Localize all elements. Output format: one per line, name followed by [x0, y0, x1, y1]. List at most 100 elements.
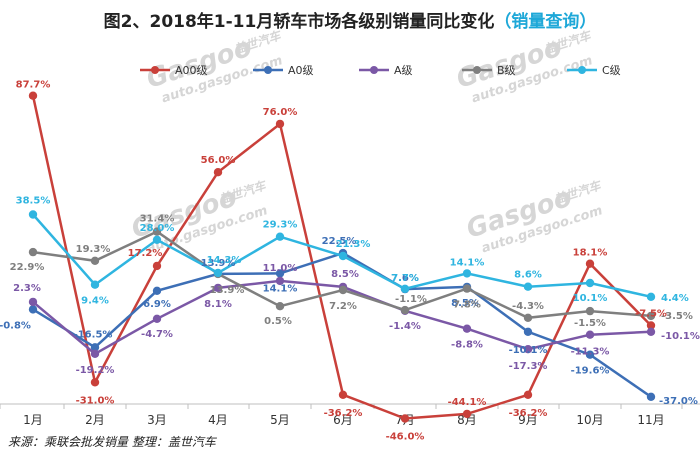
- data-label: 7.6%: [391, 273, 419, 284]
- legend-marker: [370, 66, 378, 74]
- x-tick-label: 10月: [576, 413, 603, 427]
- data-label: 9.4%: [81, 296, 109, 307]
- data-label: 0.5%: [264, 316, 292, 327]
- legend-item: A00级: [140, 64, 208, 77]
- legend-item: A0级: [253, 64, 314, 77]
- data-point: [28, 91, 38, 100]
- data-point: [585, 350, 595, 359]
- data-label: 22.5%: [322, 236, 357, 247]
- data-label: 28.0%: [140, 223, 175, 234]
- data-label: 13.9%: [210, 285, 245, 296]
- data-point: [28, 210, 38, 219]
- data-label: -4.3%: [512, 301, 544, 312]
- data-label: -37.0%: [659, 396, 698, 407]
- data-point: [462, 409, 472, 419]
- data-label: 8.5%: [331, 269, 359, 280]
- legend-label: A00级: [175, 64, 208, 77]
- data-point: [213, 168, 223, 177]
- data-point: [152, 286, 162, 295]
- legend-label: C级: [602, 64, 621, 77]
- data-point: [523, 345, 533, 354]
- data-point: [152, 314, 162, 323]
- data-point: [646, 327, 656, 336]
- data-label: -10.1%: [509, 345, 548, 356]
- data-point: [585, 278, 595, 288]
- data-label: 8.1%: [204, 299, 232, 310]
- data-label: -44.1%: [448, 397, 487, 408]
- data-label: 14.1%: [450, 257, 485, 268]
- data-point: [152, 227, 162, 236]
- data-point: [646, 321, 656, 330]
- data-point: [28, 297, 38, 307]
- data-point: [400, 284, 410, 293]
- data-label: 2.3%: [13, 283, 41, 294]
- x-tick-label: 3月: [147, 413, 167, 427]
- data-label: 56.0%: [201, 155, 236, 166]
- x-tick-label: 6月: [333, 413, 353, 427]
- data-label: 76.0%: [263, 107, 298, 118]
- data-point: [462, 269, 472, 278]
- legend-marker: [264, 66, 272, 74]
- data-label: -1.1%: [395, 294, 427, 305]
- data-point: [646, 392, 656, 401]
- data-label: -7.5%: [635, 309, 667, 320]
- data-label: -1.5%: [574, 318, 606, 329]
- series-layer: [28, 91, 656, 423]
- data-label: 11.0%: [263, 263, 298, 274]
- data-point: [90, 349, 100, 358]
- legend: A00级 A0级 A级 B级 C级: [140, 64, 621, 77]
- data-label: 8.5%: [451, 298, 479, 309]
- data-point: [585, 259, 595, 268]
- data-label: 7.2%: [329, 301, 357, 312]
- data-label: -8.8%: [451, 340, 483, 351]
- data-point: [275, 269, 285, 278]
- data-label: 17.2%: [128, 248, 163, 259]
- data-label: 4.4%: [661, 293, 689, 304]
- data-label: 6.9%: [143, 299, 171, 310]
- chart-title-main: 图2、2018年1-11月轿车市场各级别销量同比变化: [103, 12, 495, 32]
- data-point: [275, 119, 285, 129]
- legend-label: A0级: [288, 64, 314, 77]
- legend-marker: [151, 66, 159, 74]
- legend-label: A级: [394, 64, 413, 77]
- chart-title: 图2、2018年1-11月轿车市场各级别销量同比变化（销量查询）: [0, 0, 700, 44]
- data-point: [400, 305, 410, 315]
- data-label: -36.2%: [509, 408, 548, 419]
- data-point: [523, 327, 533, 336]
- data-point: [523, 390, 533, 399]
- data-point: [338, 251, 348, 261]
- data-label: -31.0%: [76, 395, 115, 406]
- watermark-cn: 盖世汽车: [552, 178, 604, 207]
- data-point: [213, 283, 223, 293]
- x-tick-label: 8月: [457, 413, 477, 427]
- data-label: -19.2%: [76, 365, 115, 376]
- data-point: [585, 306, 595, 316]
- data-label: -17.3%: [509, 361, 548, 372]
- data-label: -4.7%: [141, 329, 173, 340]
- chart-title-link[interactable]: （销量查询）: [494, 12, 597, 32]
- data-label: 87.7%: [16, 80, 51, 91]
- x-tick-label: 4月: [208, 413, 228, 427]
- data-point: [400, 414, 410, 423]
- data-label: -0.8%: [0, 320, 31, 331]
- data-label: 7.7%: [391, 273, 419, 284]
- data-point: [90, 343, 100, 352]
- data-label: 21.3%: [336, 239, 371, 250]
- data-point: [462, 284, 472, 293]
- data-label: 31.4%: [140, 214, 175, 225]
- data-label: -46.0%: [386, 432, 425, 443]
- data-point: [275, 302, 285, 311]
- watermark-cn: 盖世汽车: [217, 178, 269, 207]
- data-point: [585, 330, 595, 339]
- data-point: [338, 285, 348, 295]
- x-tick-label: 11月: [637, 413, 664, 427]
- x-axis-ticks: 1月2月3月4月5月6月7月8月9月10月11月: [0, 404, 683, 427]
- data-point: [646, 311, 656, 321]
- data-label: -11.3%: [571, 347, 610, 358]
- data-point: [90, 280, 100, 289]
- legend-marker: [578, 66, 586, 74]
- data-label: 10.1%: [573, 293, 608, 304]
